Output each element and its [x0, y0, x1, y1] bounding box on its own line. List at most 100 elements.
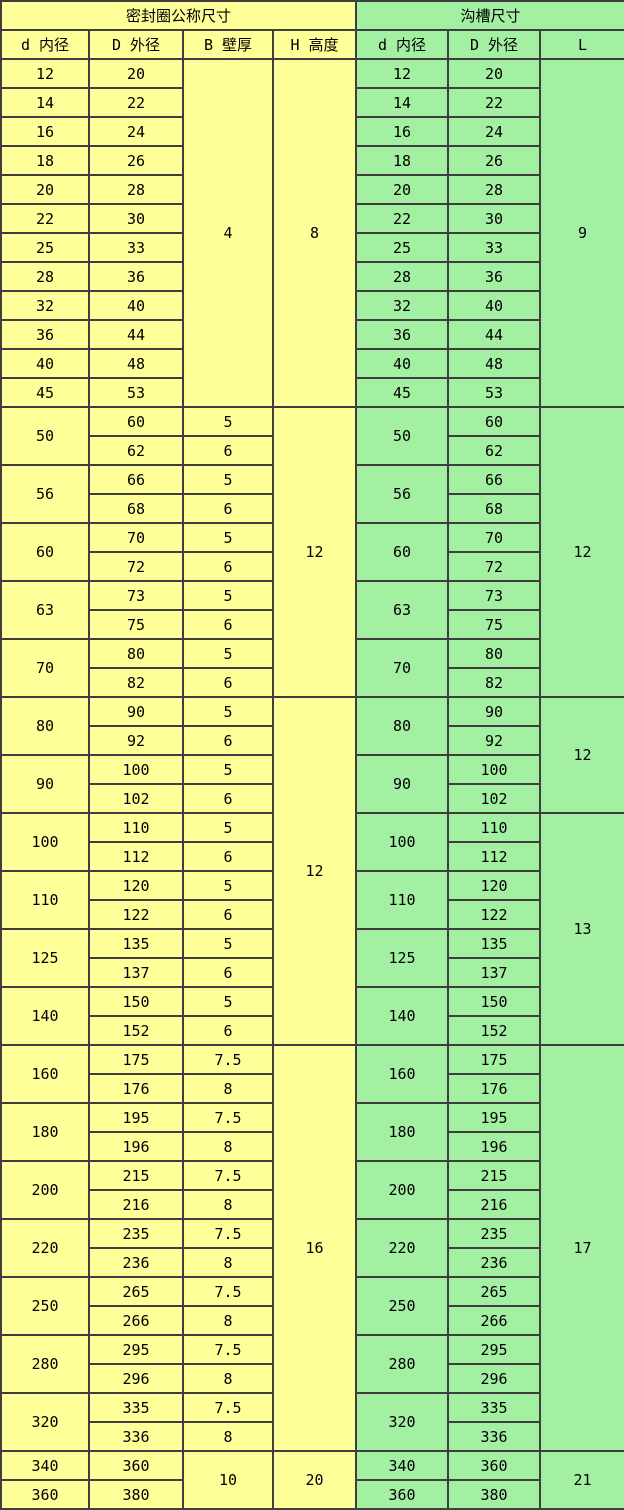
cell-d-outer-groove: 175	[447, 1044, 542, 1075]
cell-d-outer-groove: 72	[447, 551, 542, 582]
cell-b-wall-thickness: 7.5	[182, 1102, 274, 1133]
cell-d-outer-groove: 53	[447, 377, 542, 408]
cell-d-outer-groove: 176	[447, 1073, 542, 1104]
column-header-d-inner-seal: d 内径	[0, 29, 90, 60]
cell-d-inner-seal: 28	[0, 261, 90, 292]
cell-d-outer-seal: 102	[88, 783, 184, 814]
cell-d-inner-seal: 18	[0, 145, 90, 176]
cell-d-inner-groove: 100	[355, 812, 450, 872]
table-row: 75 6 75	[1, 609, 624, 640]
cell-b-wall-thickness: 6	[182, 1015, 274, 1046]
cell-d-outer-groove: 36	[447, 261, 542, 292]
cell-d-outer-seal: 196	[88, 1131, 184, 1162]
cell-d-outer-groove: 360	[447, 1450, 542, 1481]
cell-d-inner-groove: 40	[355, 348, 450, 379]
cell-d-outer-seal: 265	[88, 1276, 184, 1307]
table-row: 72 6 72	[1, 551, 624, 582]
cell-d-outer-groove: 30	[447, 203, 542, 234]
cell-d-outer-groove: 216	[447, 1189, 542, 1220]
cell-d-inner-groove: 22	[355, 203, 450, 234]
cell-d-outer-seal: 176	[88, 1073, 184, 1104]
cell-d-inner-seal: 160	[0, 1044, 90, 1104]
table-row: 90 100 5 90 100	[0, 754, 624, 814]
table-row: 20 28 20 28	[0, 174, 624, 205]
cell-d-inner-groove: 200	[355, 1160, 450, 1220]
cell-d-outer-groove: 44	[447, 319, 542, 350]
cell-d-inner-seal: 140	[0, 986, 90, 1046]
cell-d-outer-seal: 120	[88, 870, 184, 901]
cell-d-outer-seal: 28	[88, 174, 184, 205]
cell-d-outer-groove: 102	[447, 783, 542, 814]
cell-d-outer-groove: 110	[447, 812, 542, 843]
cell-b-wall-thickness: 5	[182, 464, 274, 495]
cell-d-outer-groove: 48	[447, 348, 542, 379]
cell-b-wall-thickness: 8	[182, 1131, 274, 1162]
cell-d-inner-groove: 20	[355, 174, 450, 205]
table-row: 45 53 45 53	[0, 377, 624, 408]
cell-b-wall-thickness: 5	[182, 406, 274, 437]
cell-d-inner-groove: 45	[355, 377, 450, 408]
cell-d-outer-seal: 40	[88, 290, 184, 321]
cell-d-inner-groove: 110	[355, 870, 450, 930]
table-row: 28 36 28 36	[0, 261, 624, 292]
table-row: 196 8 196	[1, 1131, 624, 1162]
cell-d-outer-groove: 135	[447, 928, 542, 959]
cell-d-outer-seal: 22	[88, 87, 184, 118]
cell-d-inner-seal: 100	[0, 812, 90, 872]
cell-d-inner-groove: 60	[355, 522, 450, 582]
cell-d-inner-groove: 360	[355, 1479, 450, 1510]
cell-d-inner-seal: 40	[0, 348, 90, 379]
cell-b-wall-thickness: 7.5	[182, 1218, 274, 1249]
cell-d-inner-groove: 180	[355, 1102, 450, 1162]
cell-b-wall-thickness: 5	[182, 580, 274, 611]
cell-d-inner-seal: 60	[0, 522, 90, 582]
cell-b-wall-thickness: 6	[182, 841, 274, 872]
cell-l: 9	[539, 58, 624, 408]
cell-d-outer-groove: 62	[447, 435, 542, 466]
cell-b-wall-thickness: 7.5	[182, 1276, 274, 1307]
cell-d-outer-seal: 68	[88, 493, 184, 524]
cell-b-wall-thickness: 8	[182, 1247, 274, 1278]
table-row: 60 70 5 60 70	[0, 522, 624, 582]
cell-d-inner-seal: 220	[0, 1218, 90, 1278]
table-row: 236 8 236	[1, 1247, 624, 1278]
cell-d-inner-seal: 250	[0, 1276, 90, 1336]
cell-d-outer-seal: 112	[88, 841, 184, 872]
cell-d-outer-seal: 235	[88, 1218, 184, 1249]
cell-d-outer-seal: 152	[88, 1015, 184, 1046]
cell-d-outer-seal: 335	[88, 1392, 184, 1423]
cell-d-outer-groove: 295	[447, 1334, 542, 1365]
cell-d-inner-seal: 16	[0, 116, 90, 147]
cell-d-inner-seal: 200	[0, 1160, 90, 1220]
table-body: 12 20 4 8 12 20 9 14 22 14 22 16 24 16 24 18 26 18 26 20 28 2…	[0, 58, 624, 1510]
cell-d-outer-seal: 92	[88, 725, 184, 756]
cell-l: 12	[539, 696, 624, 814]
cell-d-outer-seal: 73	[88, 580, 184, 611]
cell-d-inner-groove: 140	[355, 986, 450, 1046]
cell-d-outer-seal: 90	[88, 696, 184, 727]
table-row: 160 175 7.5 16 160 175 17	[0, 1044, 624, 1452]
cell-d-outer-seal: 80	[88, 638, 184, 669]
cell-d-inner-seal: 360	[0, 1479, 90, 1510]
table-row: 40 48 40 48	[0, 348, 624, 379]
cell-b-wall-thickness: 6	[182, 957, 274, 988]
cell-d-inner-groove: 220	[355, 1218, 450, 1278]
cell-d-outer-seal: 137	[88, 957, 184, 988]
cell-d-outer-groove: 82	[447, 667, 542, 698]
cell-d-inner-groove: 12	[355, 58, 450, 89]
cell-d-inner-seal: 340	[0, 1450, 90, 1481]
cell-b-wall-thickness: 5	[182, 638, 274, 669]
cell-d-outer-seal: 72	[88, 551, 184, 582]
cell-d-inner-groove: 56	[355, 464, 450, 524]
cell-b-wall-thickness: 6	[182, 435, 274, 466]
cell-d-inner-groove: 36	[355, 319, 450, 350]
cell-d-inner-groove: 280	[355, 1334, 450, 1394]
cell-d-outer-groove: 196	[447, 1131, 542, 1162]
cell-l: 17	[539, 1044, 624, 1452]
cell-d-inner-groove: 125	[355, 928, 450, 988]
cell-d-outer-seal: 60	[88, 406, 184, 437]
cell-d-outer-seal: 48	[88, 348, 184, 379]
column-header-b-wall-thickness: B 壁厚	[182, 29, 274, 60]
table-row: 80 90 5 12 80 90 12	[0, 696, 624, 1046]
cell-d-inner-seal: 320	[0, 1392, 90, 1452]
